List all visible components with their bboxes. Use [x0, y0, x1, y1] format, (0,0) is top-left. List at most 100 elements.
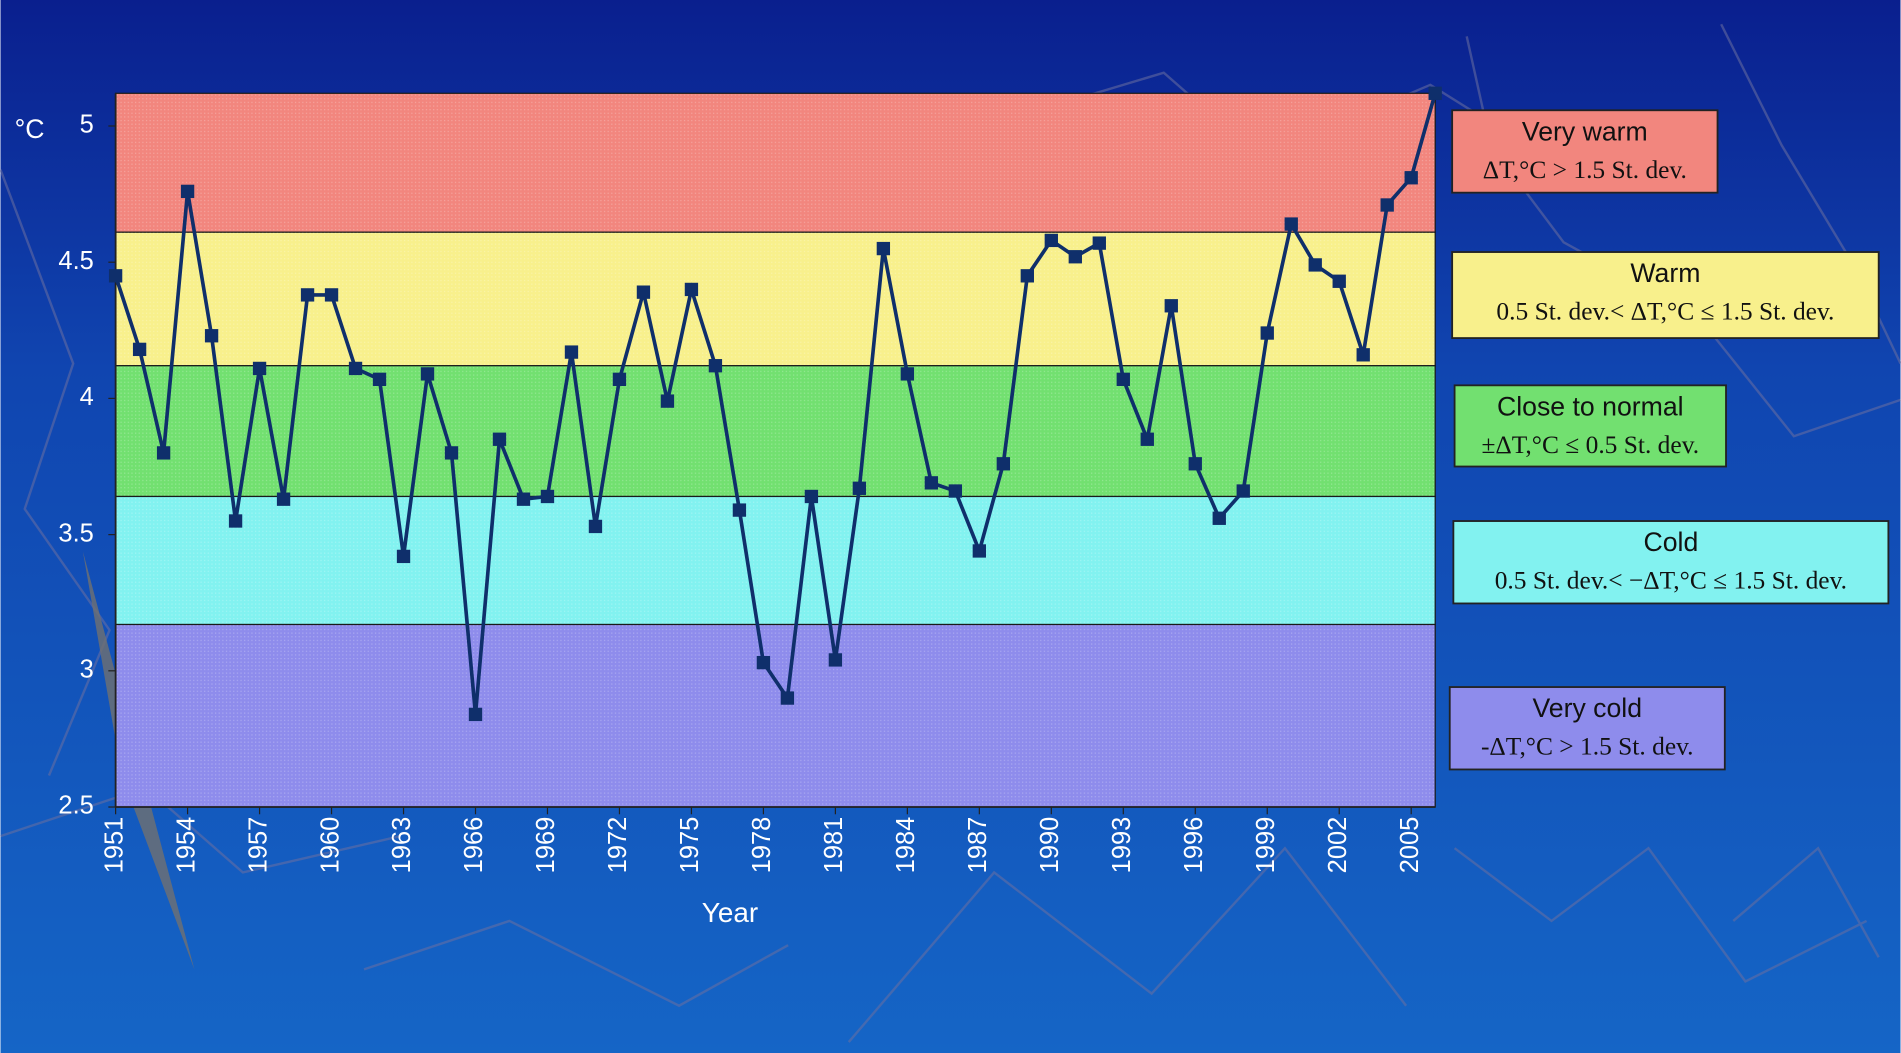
x-tick-label: 1987 [964, 817, 992, 874]
legend-title: Warm [1630, 258, 1700, 288]
y-tick-label: 3 [80, 656, 94, 684]
data-point [1404, 171, 1418, 185]
legend-box [1451, 109, 1719, 194]
x-tick-label: 1960 [316, 817, 344, 874]
data-point [516, 492, 531, 506]
x-tick-label: 1951 [100, 817, 128, 874]
data-point [180, 184, 195, 199]
x-tick-label: 1999 [1252, 817, 1280, 874]
band-texture [115, 496, 1436, 625]
data-point [540, 489, 555, 504]
x-tick-label: 1975 [676, 817, 704, 874]
x-tick-label: 1972 [604, 817, 632, 874]
data-point [1164, 299, 1178, 313]
data-point [1332, 274, 1346, 288]
data-point [324, 288, 339, 302]
data-point [684, 282, 699, 297]
data-point [252, 361, 267, 376]
y-tick-label: 4.5 [58, 247, 93, 275]
legend-title: Cold [1643, 527, 1698, 557]
data-point [1188, 457, 1202, 471]
band-texture [115, 93, 1436, 233]
data-point [924, 476, 939, 490]
y-tick-label: 2.5 [58, 792, 93, 820]
plot-area [108, 86, 1442, 815]
legend-title: Very cold [1532, 693, 1642, 723]
x-tick-label: 2005 [1396, 817, 1424, 874]
data-point [156, 446, 171, 460]
data-point [564, 345, 579, 359]
legend-description: 0.5 St. dev.< ΔT,°C ≤ 1.5 St. dev. [1496, 297, 1834, 326]
data-point [420, 367, 435, 381]
x-tick-label: 1984 [892, 817, 920, 874]
data-point [588, 519, 603, 534]
x-tick-label: 1978 [748, 817, 776, 874]
y-tick-label: 3.5 [58, 519, 93, 547]
data-point [1068, 250, 1082, 264]
data-point [1284, 217, 1298, 231]
data-point [348, 361, 363, 376]
x-tick-label: 1993 [1108, 817, 1136, 874]
data-point [972, 544, 987, 558]
data-point [852, 481, 867, 495]
data-point [708, 359, 723, 373]
data-point [1236, 484, 1250, 498]
data-point [228, 514, 243, 528]
data-point [660, 394, 675, 408]
legend-description: 0.5 St. dev.< −ΔT,°C ≤ 1.5 St. dev. [1495, 566, 1847, 595]
data-point [108, 269, 123, 283]
data-point [1308, 258, 1322, 272]
legend-description: ±ΔT,°C ≤ 0.5 St. dev. [1481, 430, 1699, 459]
x-tick-label: 2002 [1324, 817, 1352, 874]
data-point [1428, 86, 1442, 100]
legend-title: Very warm [1522, 116, 1648, 146]
data-point [948, 484, 963, 498]
data-line [113, 92, 1437, 715]
data-point [1356, 348, 1370, 362]
legend-box [1452, 520, 1890, 605]
data-point [804, 489, 819, 504]
data-point [996, 457, 1010, 471]
data-point [780, 691, 795, 705]
data-point [396, 549, 411, 564]
data-point [1140, 432, 1154, 446]
x-tick-label: 1963 [388, 817, 416, 874]
data-point [204, 329, 219, 343]
y-tick-label: 4 [80, 383, 94, 411]
data-point [636, 285, 651, 299]
band-texture [115, 365, 1436, 497]
data-point [372, 372, 387, 386]
data-point [468, 707, 483, 722]
data-point [1260, 326, 1274, 340]
legend-description: ΔT,°C > 1.5 St. dev. [1483, 155, 1687, 184]
legend-title: Close to normal [1497, 391, 1684, 421]
x-tick-label: 1969 [532, 817, 560, 874]
data-point [1116, 372, 1130, 386]
x-tick-label: 1981 [820, 817, 848, 874]
data-point [300, 288, 315, 302]
legend-box [1448, 686, 1726, 771]
legend-description: -ΔT,°C > 1.5 St. dev. [1481, 732, 1694, 761]
data-point [1044, 233, 1058, 248]
x-tick-label: 1954 [172, 817, 200, 874]
data-point [1020, 269, 1034, 283]
data-point [1212, 511, 1226, 525]
data-point [1092, 236, 1106, 250]
data-point [900, 367, 915, 381]
y-axis-label: °C [15, 114, 45, 144]
data-point [612, 372, 627, 386]
data-point [1380, 198, 1394, 212]
x-tick-label: 1966 [460, 817, 488, 874]
x-axis-label: Year [702, 897, 758, 928]
y-tick-label: 5 [80, 111, 94, 139]
data-point [756, 655, 771, 670]
band-texture [115, 624, 1436, 808]
data-point [276, 492, 291, 506]
legend-box [1453, 384, 1727, 468]
data-point [444, 446, 459, 460]
legend-box [1451, 251, 1880, 339]
data-point [876, 241, 891, 256]
data-point [492, 432, 507, 446]
